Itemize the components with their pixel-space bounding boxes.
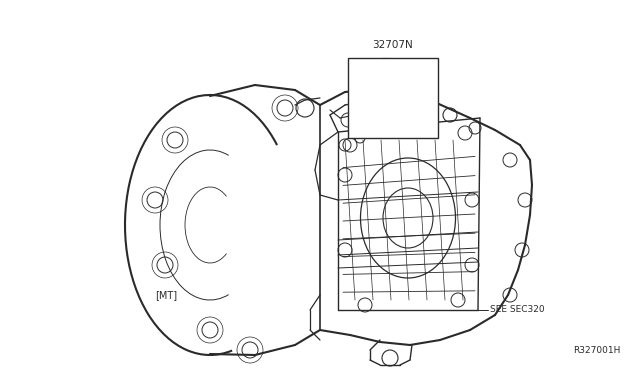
Text: SEE SEC320: SEE SEC320 [490, 305, 545, 314]
Text: 32707N: 32707N [372, 40, 413, 50]
Text: [MT]: [MT] [155, 290, 177, 300]
Text: R327001H: R327001H [573, 346, 620, 355]
Bar [348, 58, 438, 138]
